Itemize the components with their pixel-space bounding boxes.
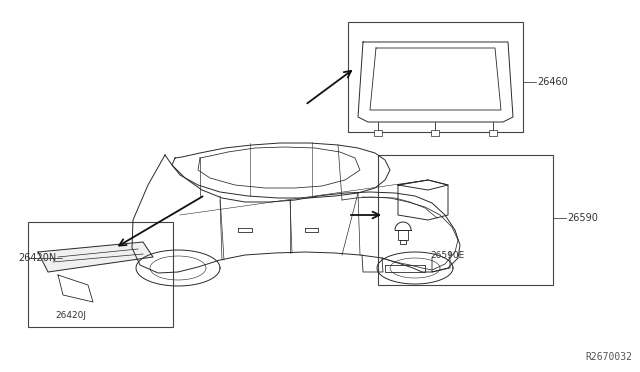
Bar [348,22,523,132]
Text: R2670032: R2670032 [585,352,632,362]
Bar [489,130,497,136]
Text: 26590: 26590 [567,213,598,223]
Polygon shape [38,242,153,272]
Bar [28,222,173,327]
Bar [374,130,382,136]
Bar [431,130,439,136]
Bar [378,155,553,285]
Text: 26420N: 26420N [18,253,56,263]
Text: 26460: 26460 [537,77,568,87]
Text: 26420J: 26420J [55,311,86,320]
Text: 26590E: 26590E [430,251,464,260]
